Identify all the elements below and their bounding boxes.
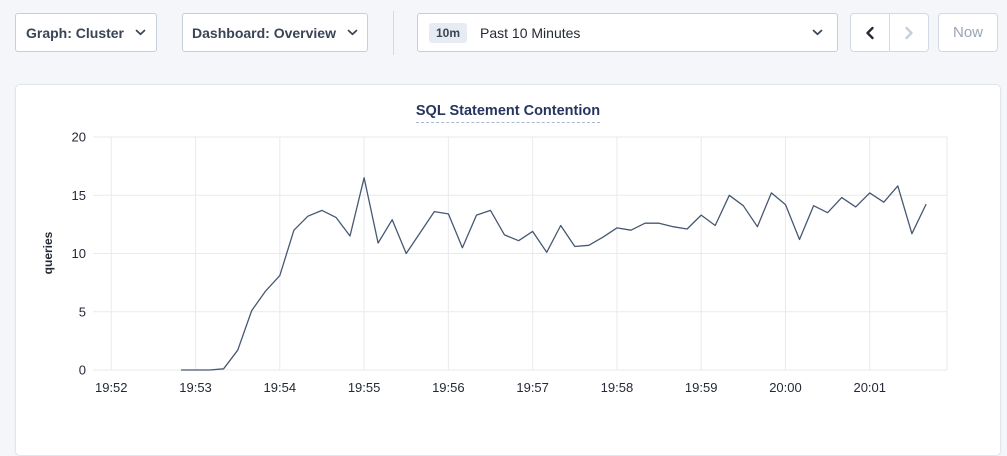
svg-text:19:57: 19:57 [516,380,549,395]
svg-text:19:53: 19:53 [179,380,212,395]
sql-contention-chart: 0 5 10 15 20 19:52 19:53 19:54 19:55 19:56 19:57 19… [41,130,948,395]
graph-dropdown[interactable]: Graph: Cluster [15,13,157,52]
chevron-down-icon [812,29,823,36]
time-range-badge: 10m [429,22,468,43]
time-range-selector[interactable]: 10m Past 10 Minutes [417,13,838,52]
toolbar-divider [393,11,394,55]
dashboard-dropdown-label: Dashboard: Overview [192,24,336,41]
svg-text:19:56: 19:56 [432,380,465,395]
svg-text:queries: queries [41,231,55,274]
svg-text:15: 15 [72,188,86,203]
chevron-left-icon [866,26,874,39]
svg-text:19:58: 19:58 [601,380,634,395]
time-range-label: Past 10 Minutes [480,24,581,41]
svg-text:19:52: 19:52 [95,380,128,395]
chart-title[interactable]: SQL Statement Contention [415,103,601,123]
svg-text:20:00: 20:00 [769,380,802,395]
now-button[interactable]: Now [938,13,998,52]
svg-text:20:01: 20:01 [853,380,886,395]
svg-text:20: 20 [72,130,86,145]
chevron-down-icon [135,29,146,36]
time-nav-group [850,13,929,52]
prev-time-button[interactable] [851,14,890,51]
svg-text:10: 10 [72,246,86,261]
chevron-right-icon [905,26,913,39]
svg-text:5: 5 [79,304,86,319]
dashboard-dropdown[interactable]: Dashboard: Overview [182,13,368,52]
chart-card: 0 5 10 15 20 19:52 19:53 19:54 19:55 19:56 19:57 19… [15,84,1001,456]
svg-text:19:54: 19:54 [264,380,297,395]
chevron-down-icon [347,29,358,36]
next-time-button[interactable] [890,14,928,51]
svg-text:19:55: 19:55 [348,380,381,395]
svg-text:0: 0 [79,363,86,378]
svg-text:19:59: 19:59 [685,380,718,395]
graph-dropdown-label: Graph: Cluster [25,24,124,41]
chart-title-wrap: SQL Statement Contention [16,102,1000,123]
